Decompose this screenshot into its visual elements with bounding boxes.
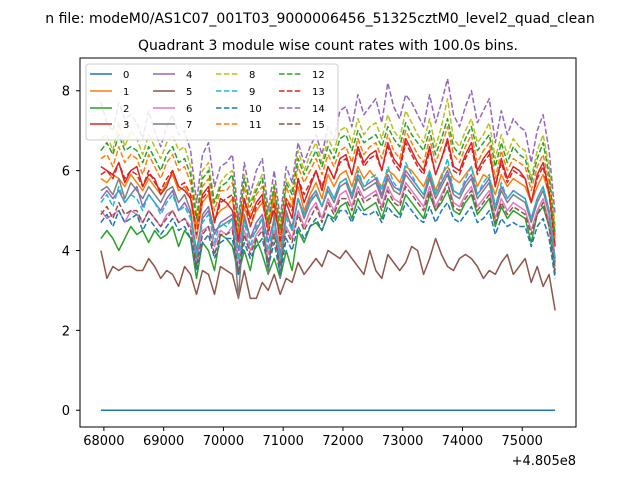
series-line-7 (100, 173, 556, 300)
legend-label: 7 (186, 120, 192, 131)
series-line-15 (100, 181, 556, 272)
legend-label: 6 (186, 104, 192, 115)
legend-label: 4 (186, 70, 192, 81)
y-tick-label: 6 (62, 165, 70, 180)
series-line-5 (100, 237, 556, 311)
y-tick-label: 2 (62, 324, 70, 339)
legend-label: 8 (249, 70, 255, 81)
legend-label: 5 (186, 87, 192, 98)
y-tick-label: 4 (62, 244, 70, 259)
x-tick-label: 68000 (83, 434, 124, 449)
y-tick-label: 8 (62, 85, 70, 100)
legend-label: 13 (312, 87, 325, 98)
series-line-13 (100, 141, 556, 247)
legend-label: 15 (312, 120, 325, 131)
legend-label: 3 (123, 120, 129, 131)
x-tick-label: 74000 (442, 434, 483, 449)
series-line-12 (100, 117, 556, 235)
figure-suptitle: n file: modeM0/AS1C07_001T03_9000006456_… (45, 11, 594, 27)
legend-label: 14 (312, 104, 325, 115)
series-line-10 (100, 201, 556, 279)
axes-frame (79, 57, 577, 428)
x-tick-label: 70000 (203, 434, 244, 449)
series-line-1 (100, 165, 556, 248)
x-axis: 68000 69000 70000 71000 72000 73000 74000 75000 (83, 427, 543, 449)
y-axis: 0 2 4 6 8 (62, 85, 80, 419)
series-line-11 (100, 125, 556, 239)
x-tick-label: 69000 (143, 434, 184, 449)
axes-title: Quadrant 3 module wise count rates with … (138, 38, 518, 54)
legend-label: 9 (249, 87, 255, 98)
legend-frame (85, 63, 339, 141)
x-offset-label: +4.805e8 (512, 454, 576, 469)
y-tick-label: 0 (62, 404, 70, 419)
series-line-6 (100, 181, 556, 267)
plot-area (100, 78, 556, 411)
x-tick-label: 72000 (322, 434, 363, 449)
legend-label: 11 (249, 120, 262, 131)
legend-label: 2 (123, 104, 129, 115)
legend-label: 1 (123, 87, 129, 98)
x-tick-label: 75000 (502, 434, 543, 449)
x-tick-label: 73000 (382, 434, 423, 449)
series-line-9 (100, 157, 556, 263)
legend-label: 12 (312, 70, 325, 81)
legend-label: 0 (123, 70, 129, 81)
x-tick-label: 71000 (263, 434, 304, 449)
legend-label: 10 (249, 104, 262, 115)
